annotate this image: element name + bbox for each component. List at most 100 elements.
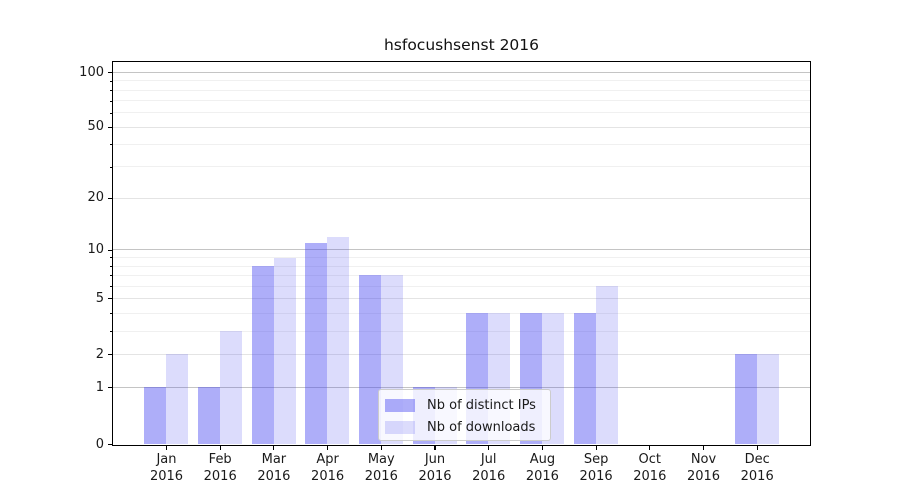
x-tick-apr	[327, 446, 329, 451]
y-minortick-9	[110, 257, 113, 259]
y-tick-5	[108, 298, 113, 300]
bar-distinct-ips-mar	[251, 266, 274, 445]
x-tick-jul	[488, 446, 490, 451]
x-tick-month: May	[367, 452, 395, 467]
gridline-5	[113, 298, 810, 300]
bars-layer	[113, 62, 810, 445]
gridline-2	[113, 353, 810, 355]
x-tick-month: Apr	[316, 452, 339, 467]
x-tick-mar	[273, 446, 275, 451]
bar-downloads-sep	[595, 286, 618, 445]
gridline-minor-60	[113, 112, 810, 114]
gridline-minor-40	[113, 144, 810, 146]
x-tick-label-may: May 2016	[341, 452, 421, 485]
x-tick-month: Nov	[690, 452, 717, 467]
x-tick-year: 2016	[633, 468, 667, 484]
x-tick-year: 2016	[686, 468, 721, 484]
x-tick-oct	[649, 446, 651, 451]
x-tick-year: 2016	[364, 468, 398, 484]
y-tick-50	[108, 126, 113, 129]
x-tick-month: Jan	[156, 452, 177, 467]
bar-distinct-ips-dec	[734, 354, 757, 445]
y-tick-label-20: 20	[87, 190, 104, 206]
bar-downloads-jan	[166, 354, 189, 445]
bar-downloads-mar	[273, 257, 296, 445]
x-tick-label-apr: Apr 2016	[288, 452, 368, 485]
x-tick-month: Aug	[529, 452, 556, 467]
y-tick-label-0: 0	[95, 436, 104, 452]
bar-downloads-dec	[756, 354, 779, 445]
gridline-minor-30	[113, 166, 810, 168]
x-tick-aug	[541, 446, 543, 451]
x-tick-sep	[595, 446, 597, 451]
x-tick-month: Sep	[583, 452, 609, 467]
y-minortick-4	[110, 313, 113, 315]
y-minortick-90	[110, 80, 113, 82]
x-tick-month: Jul	[480, 452, 497, 467]
x-tick-year: 2016	[418, 468, 452, 484]
x-tick-label-sep: Sep 2016	[556, 452, 636, 485]
plot-area: Nb of distinct IPs Nb of downloads	[112, 61, 811, 446]
x-tick-label-jun: Jun 2016	[395, 452, 475, 485]
y-tick-label-50: 50	[87, 119, 104, 135]
x-tick-year: 2016	[740, 468, 774, 484]
legend-swatch-distinct-ips	[385, 398, 415, 412]
legend: Nb of distinct IPs Nb of downloads	[378, 389, 551, 441]
x-tick-label-feb: Feb 2016	[180, 452, 260, 485]
x-tick-label-dec: Dec 2016	[717, 452, 797, 485]
gridlines-layer	[113, 62, 810, 445]
bar-distinct-ips-apr	[305, 242, 328, 445]
gridline-10	[113, 249, 810, 251]
gridline-minor-3	[113, 330, 810, 332]
y-tick-label-1: 1	[95, 379, 104, 395]
gridline-minor-90	[113, 80, 810, 82]
legend-label: Nb of downloads	[427, 419, 536, 435]
x-tick-jan	[165, 446, 168, 451]
y-tick-100	[108, 72, 113, 74]
legend-item: Nb of distinct IPs	[385, 394, 550, 416]
bar-distinct-ips-feb	[197, 387, 220, 445]
x-tick-year: 2016	[579, 468, 613, 484]
gridline-1	[113, 386, 810, 388]
gridline-100	[113, 72, 810, 74]
x-tick-label-mar: Mar 2016	[234, 452, 314, 485]
y-tick-label-2: 2	[95, 346, 104, 362]
x-tick-label-aug: Aug 2016	[502, 452, 582, 485]
x-tick-year: 2016	[472, 468, 506, 484]
bar-distinct-ips-may	[359, 275, 381, 445]
x-tick-jun	[434, 446, 436, 451]
gridline-minor-7	[113, 274, 810, 276]
y-minortick-30	[110, 166, 113, 168]
y-tick-label-5: 5	[95, 290, 104, 306]
y-tick-0	[108, 444, 113, 446]
gridline-minor-8	[113, 265, 810, 267]
x-tick-month: Mar	[261, 452, 287, 467]
x-tick-label-nov: Nov 2016	[664, 452, 744, 485]
y-minortick-3	[110, 331, 113, 333]
x-tick-may	[380, 446, 382, 451]
gridline-minor-4	[113, 312, 810, 314]
y-minortick-40	[110, 144, 113, 146]
x-tick-month: Jun	[424, 452, 446, 467]
y-tick-label-100: 100	[79, 64, 104, 80]
gridline-20	[113, 197, 810, 199]
chart-title: hsfocushsenst 2016	[383, 36, 540, 54]
x-tick-year: 2016	[311, 468, 345, 484]
y-minortick-70	[110, 100, 113, 102]
x-tick-year: 2016	[149, 468, 184, 484]
x-tick-year: 2016	[525, 468, 559, 484]
x-tick-month: Dec	[744, 452, 770, 467]
x-tick-label-oct: Oct 2016	[610, 452, 690, 485]
legend-item: Nb of downloads	[385, 416, 550, 438]
y-tick-10	[108, 249, 113, 251]
x-tick-nov	[702, 446, 705, 451]
gridline-minor-80	[113, 89, 810, 91]
gridline-50	[113, 126, 810, 128]
x-tick-feb	[219, 446, 221, 451]
x-tick-label-jan: Jan 2016	[127, 452, 207, 485]
bar-downloads-apr	[327, 236, 350, 445]
x-tick-month: Feb	[208, 452, 232, 467]
x-tick-month: Oct	[638, 452, 662, 467]
legend-label: Nb of distinct IPs	[427, 397, 536, 413]
gridline-minor-70	[113, 100, 810, 102]
